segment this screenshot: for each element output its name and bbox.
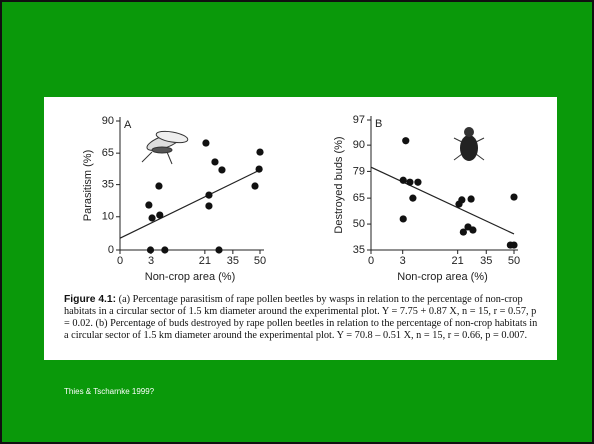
point — [510, 193, 518, 201]
point — [409, 194, 417, 202]
trend-line — [370, 166, 515, 235]
x-tick-label: 0 — [368, 255, 374, 267]
point — [205, 202, 213, 210]
trend-line — [119, 169, 261, 239]
caption-label: Figure 4.1: — [64, 294, 117, 305]
point — [255, 165, 263, 173]
point — [510, 241, 518, 249]
x-tick-label: 0 — [117, 255, 123, 267]
beetle-icon — [453, 127, 485, 161]
y-tick-label: 65 — [102, 147, 114, 159]
y-tick-label: 0 — [108, 244, 114, 256]
point — [251, 182, 259, 190]
point — [459, 228, 467, 236]
point — [156, 211, 164, 219]
point — [414, 178, 422, 186]
y-tick-label: 35 — [353, 244, 365, 256]
x-tick-label: 50 — [508, 255, 520, 267]
x-tick-label: 21 — [199, 255, 211, 267]
panel-letter: B — [375, 118, 382, 130]
point — [148, 214, 156, 222]
point — [202, 139, 210, 147]
y-tick-label: 50 — [353, 218, 365, 230]
x-tick-label: 50 — [254, 255, 266, 267]
point — [161, 246, 169, 254]
caption-text: (a) Percentage parasitism of rape pollen… — [64, 294, 538, 341]
point — [145, 201, 153, 209]
y-tick-label: 97 — [353, 114, 365, 126]
x-tick-label: 3 — [400, 255, 406, 267]
wasp-icon — [141, 130, 189, 165]
x-tick-label: 35 — [227, 255, 239, 267]
point — [211, 158, 219, 166]
point — [406, 178, 414, 186]
y-tick-label: 79 — [353, 165, 365, 177]
point — [155, 182, 163, 190]
point — [469, 226, 477, 234]
citation: Thies & Tscharnke 1999? — [64, 387, 155, 396]
x-axis-label: Non-crop area (%) — [145, 271, 235, 283]
point — [458, 196, 466, 204]
x-tick-label: 21 — [452, 255, 464, 267]
y-axis-label: Destroyed buds (%) — [333, 136, 345, 233]
point — [467, 195, 475, 203]
x-axis-label: Non-crop area (%) — [397, 271, 487, 283]
point — [218, 166, 226, 174]
x-tick-label: 35 — [480, 255, 492, 267]
caption: Figure 4.1: (a) Percentage parasitism of… — [64, 294, 544, 342]
y-axis-label: Parasitism (%) — [82, 150, 94, 222]
y-tick-label: 10 — [102, 211, 114, 223]
point — [146, 246, 155, 254]
point — [402, 137, 410, 145]
point — [205, 191, 213, 199]
y-tick-label: 65 — [353, 192, 365, 204]
y-tick-label: 35 — [102, 179, 114, 191]
point — [256, 148, 264, 156]
panel-letter: A — [124, 119, 132, 131]
y-tick-label: 90 — [353, 139, 365, 151]
y-tick-label: 90 — [102, 115, 114, 127]
point — [399, 215, 407, 223]
point — [399, 176, 407, 184]
point — [215, 246, 223, 254]
x-tick-label: 3 — [148, 255, 154, 267]
